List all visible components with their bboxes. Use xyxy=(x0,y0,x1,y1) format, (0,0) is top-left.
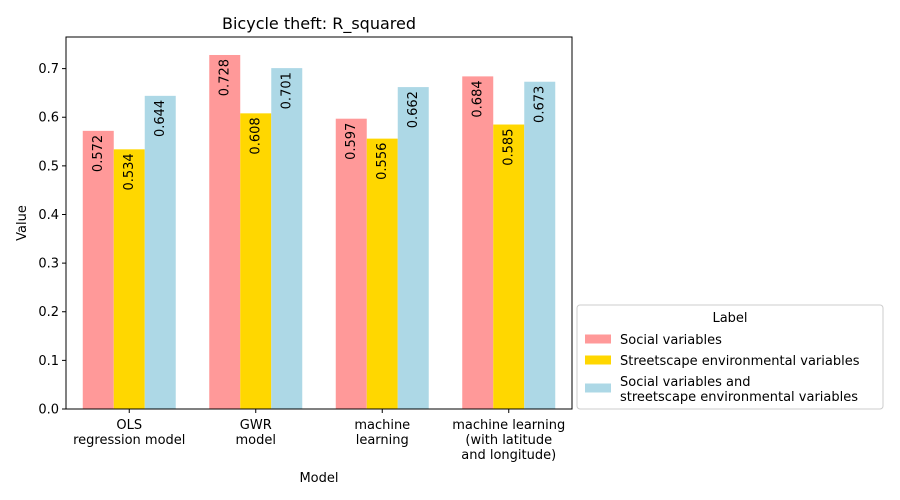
bar-series-1-cat-1 xyxy=(82,130,114,409)
bar-series-3-cat-2 xyxy=(271,68,303,409)
data-label-series-3-cat-3: 0.662 xyxy=(406,91,421,128)
legend-entry-2: Streetscape environmental variables xyxy=(620,354,860,369)
data-label-series-3-cat-4: 0.673 xyxy=(533,86,548,123)
bar-series-1-cat-2 xyxy=(209,54,241,409)
legend-title: Label xyxy=(712,311,747,326)
bar-series-1-cat-4 xyxy=(462,76,494,409)
y-axis-label: Value xyxy=(15,205,30,241)
x-axis-label: Model xyxy=(299,471,338,486)
data-label-series-1-cat-1: 0.572 xyxy=(91,135,106,172)
data-label-series-1-cat-2: 0.728 xyxy=(218,59,233,96)
x-tick-label-2: GWR model xyxy=(236,418,276,448)
data-label-series-1-cat-4: 0.684 xyxy=(471,80,486,117)
data-label-series-3-cat-2: 0.701 xyxy=(280,72,295,109)
data-label-series-3-cat-1: 0.644 xyxy=(153,100,168,137)
y-tick-label: 0.1 xyxy=(38,354,59,369)
y-tick-label: 0.0 xyxy=(38,403,59,418)
y-tick-label: 0.7 xyxy=(38,62,59,77)
legend-swatch-2 xyxy=(585,355,611,365)
bar-series-2-cat-1 xyxy=(113,149,145,409)
plot-area: 0.572 0.728 0.597 0.684 0.534 0.608 0.556 0.585… xyxy=(38,36,573,463)
data-label-series-2-cat-1: 0.534 xyxy=(122,153,137,190)
axes-frame xyxy=(65,36,573,410)
data-label-series-2-cat-3: 0.556 xyxy=(375,143,390,180)
bar-series-3-cat-4 xyxy=(524,81,556,410)
bar-series-1-cat-3 xyxy=(335,118,367,409)
y-tick-label: 0.3 xyxy=(38,257,59,272)
bar-series-3-cat-1 xyxy=(144,95,176,409)
legend-swatch-3 xyxy=(585,383,611,393)
legend: Label Social variables Streetscape environ… xyxy=(576,304,884,410)
chart-title: Bicycle theft: R_squared xyxy=(222,14,416,34)
y-tick-label: 0.2 xyxy=(38,305,59,320)
y-tick-label: 0.5 xyxy=(38,159,59,174)
y-tick-label: 0.6 xyxy=(38,111,59,126)
x-tick-label-3: machine learning xyxy=(354,418,410,448)
legend-entry-3: Social variables and streetscape environm… xyxy=(620,375,858,405)
legend-entry-1: Social variables xyxy=(620,333,722,348)
legend-swatch-1 xyxy=(585,334,611,344)
bar-series-2-cat-2 xyxy=(240,113,272,410)
y-tick-label: 0.4 xyxy=(38,208,59,223)
legend-frame xyxy=(576,304,884,410)
data-label-series-1-cat-3: 0.597 xyxy=(344,123,359,160)
data-label-series-2-cat-2: 0.608 xyxy=(249,117,264,154)
bar-series-2-cat-3 xyxy=(366,138,398,409)
x-tick-label-4: machine learning (with latitude and longit… xyxy=(452,418,565,463)
bar-series-2-cat-4 xyxy=(493,124,525,409)
data-label-series-2-cat-4: 0.585 xyxy=(502,129,517,166)
bar-series-3-cat-3 xyxy=(397,87,429,409)
x-tick-label-1: OLS regression model xyxy=(73,418,185,448)
